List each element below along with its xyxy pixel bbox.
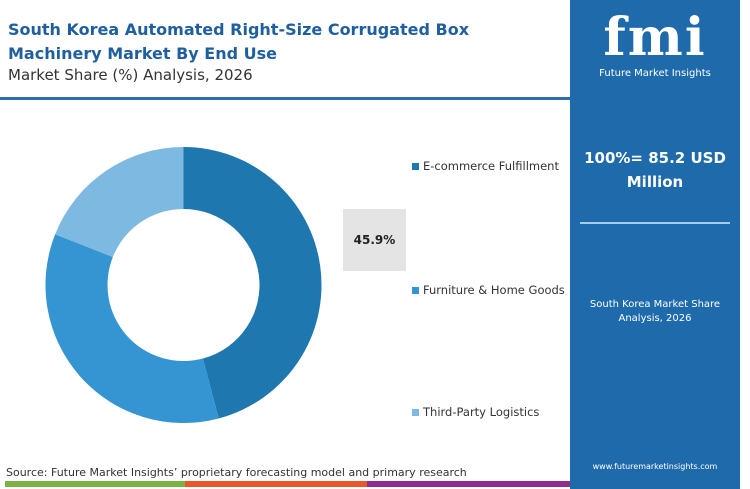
legend-label: Third-Party Logistics [423, 405, 540, 419]
panel-divider [580, 222, 730, 224]
website-link[interactable]: www.futuremarketinsights.com [592, 462, 718, 471]
donut-slice-third-party-logistics [55, 147, 184, 258]
fmi-logo: fmi Future Market Insights [585, 8, 725, 92]
logo-mark: fmi [603, 7, 707, 68]
chart-title: South Korea Automated Right-Size Corruga… [8, 20, 470, 63]
market-total: 100%= 85.2 USD Million [584, 149, 726, 191]
data-label-text: 45.9% [353, 233, 396, 247]
donut-chart [45, 147, 322, 424]
legend-item-ecommerce: E-commerce Fulfillment [412, 159, 559, 173]
footer-bar-purple [367, 481, 570, 487]
legend-label: E-commerce Fulfillment [423, 159, 559, 173]
footer-bar-orange [185, 481, 367, 487]
panel-caption: South Korea Market Share Analysis, 2026 [589, 299, 721, 324]
donut-slice-e-commerce-fulfillment [183, 147, 322, 419]
footer-bar-green [5, 481, 185, 487]
legend-item-furniture: Furniture & Home Goods [412, 283, 565, 297]
source-note: Source: Future Market Insights’ propriet… [6, 466, 467, 479]
legend-swatch [412, 286, 419, 294]
donut-slice-furniture-home-goods [45, 234, 219, 424]
logo-name: Future Market Insights [599, 68, 711, 79]
chart-subtitle: Market Share (%) Analysis, 2026 [8, 66, 253, 84]
summary-panel [570, 0, 740, 489]
title-divider [0, 97, 570, 100]
legend-label: Furniture & Home Goods [423, 283, 565, 297]
legend-swatch [412, 408, 419, 416]
legend-item-3pl: Third-Party Logistics [412, 405, 539, 419]
data-label-ecommerce: 45.9% [343, 209, 406, 271]
legend-swatch [412, 162, 419, 170]
